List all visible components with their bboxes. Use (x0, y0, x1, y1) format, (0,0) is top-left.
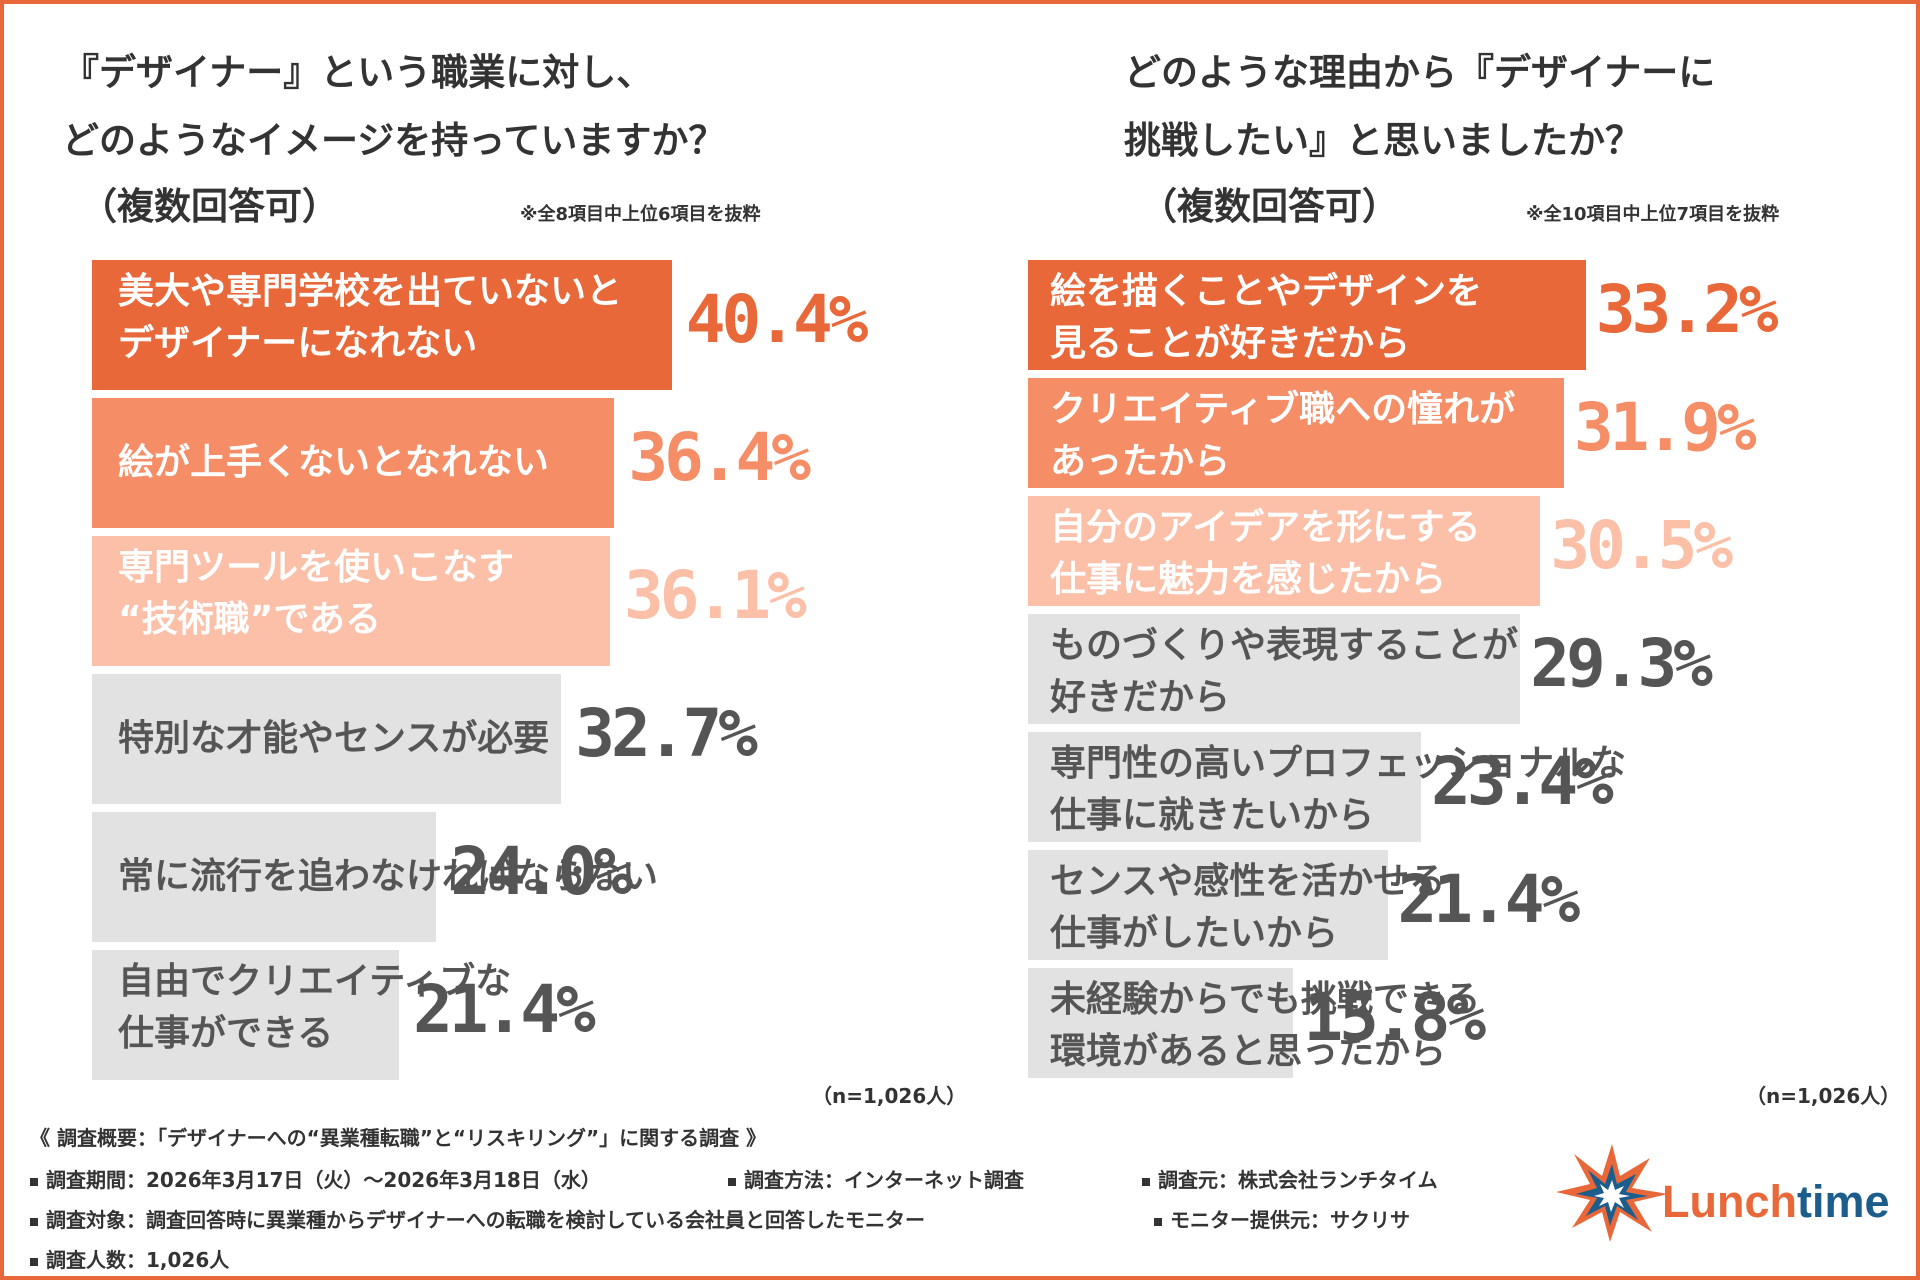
right-title-line-3: （複数回答可） (1140, 185, 1399, 228)
bar-label: ものづくりや表現することが 好きだから (1050, 625, 1519, 719)
bar-value-label: 15.8% (1303, 979, 1486, 1056)
bar-value-label: 24.0% (450, 833, 633, 910)
bar (92, 536, 611, 666)
burst-icon (1556, 1144, 1668, 1242)
survey-target: 調査対象：調査回答時に異業種からデザイナーへの転職を検討している会社員と回答した… (30, 1204, 925, 1233)
survey-period: 調査期間：2026年3月17日（火）～2026年3月18日（水） (30, 1164, 601, 1193)
bullet-icon (30, 1217, 38, 1226)
bar (1028, 496, 1541, 606)
left-title-line-2: どのようなイメージを持っていますか？ (62, 119, 726, 162)
bar-label: 絵を描くことやデザインを 見ることが好きだから (1050, 271, 1483, 365)
right-note: ※全10項目中上位7項目を抜粋 (1526, 204, 1780, 225)
bar-row: 特別な才能やセンスが必要 (92, 674, 972, 804)
bar-label: センスや感性を活かせる 仕事がしたいから (1050, 861, 1446, 955)
right-title-line-2: 挑戦したい』と思いましたか？ (1124, 119, 1642, 162)
bar-row: センスや感性を活かせる 仕事がしたいから (1028, 850, 1908, 960)
survey-source-text: 調査元：株式会社ランチタイム (1158, 1168, 1438, 1192)
right-sample-size: （n=1,026人） (1746, 1084, 1901, 1108)
bar (92, 674, 562, 804)
bar-label: 自由でクリエイティブな 仕事ができる (118, 961, 512, 1055)
bullet-icon (30, 1257, 38, 1266)
bar (1028, 614, 1521, 724)
survey-provider: モニター提供元：サクリサ (1154, 1204, 1410, 1233)
bar (1028, 260, 1586, 370)
bar (92, 260, 672, 390)
bar (1028, 850, 1388, 960)
bar-row: 自由でクリエイティブな 仕事ができる (92, 950, 972, 1080)
survey-method-text: 調査方法：インターネット調査 (744, 1168, 1024, 1192)
bar-label: 常に流行を追わなければならない (118, 856, 659, 897)
bar-value-label: 21.4% (1397, 861, 1581, 938)
survey-count-text: 調査人数：1,026人 (46, 1248, 230, 1272)
bar-label: 特別な才能やセンスが必要 (118, 718, 550, 759)
left-sample-size: （n=1,026人） (812, 1084, 967, 1108)
bar-value-label: 29.3% (1530, 625, 1713, 702)
bar (1028, 968, 1294, 1078)
survey-count: 調査人数：1,026人 (30, 1244, 229, 1273)
bar (92, 950, 400, 1080)
survey-provider-text: モニター提供元：サクリサ (1170, 1208, 1410, 1232)
survey-method: 調査方法：インターネット調査 (728, 1164, 1024, 1193)
bar-value-label: 36.1% (624, 557, 807, 634)
logo-wordmark: Lunchtime (1662, 1176, 1890, 1228)
bullet-icon (30, 1177, 38, 1186)
bar-value-label: 40.4% (685, 281, 869, 358)
bar-row: ものづくりや表現することが 好きだから (1028, 614, 1908, 724)
bar-label: 絵が上手くないとなれない (118, 442, 549, 483)
left-title-line-3: （複数回答可） (80, 185, 339, 228)
bullet-icon (1154, 1217, 1162, 1226)
bar-row: 常に流行を追わなければならない (92, 812, 972, 942)
bar-value-label: 30.5% (1550, 507, 1733, 584)
bar (92, 812, 437, 942)
lunchtime-logo: Lunchtime (1552, 1136, 1902, 1246)
bar-row: 専門性の高いプロフェッショナルな 仕事に就きたいから (1028, 732, 1908, 842)
left-title-line-1: 『デザイナー』という職業に対し、 (62, 51, 654, 94)
bar-label: 専門性の高いプロフェッショナルな 仕事に就きたいから (1050, 743, 1627, 837)
bar-row: 絵が上手くないとなれない (92, 398, 972, 528)
bullet-icon (1142, 1177, 1150, 1186)
logo-text-lunch: Lunch (1662, 1176, 1797, 1227)
bar-label: 自分のアイデアを形にする 仕事に魅力を感じたから (1050, 507, 1481, 601)
right-title-line-1: どのような理由から『デザイナーに (1124, 51, 1716, 94)
bar (92, 398, 615, 528)
survey-source: 調査元：株式会社ランチタイム (1142, 1164, 1438, 1193)
bar (1028, 378, 1564, 488)
bar-value-label: 33.2% (1595, 271, 1779, 348)
logo-text-time: time (1796, 1176, 1890, 1227)
survey-heading: 《 調査概要：「デザイナーへの“異業種転職”と“リスキリング”」に関する調査 》 (30, 1126, 767, 1150)
bar (1028, 732, 1422, 842)
bar-row: クリエイティブ職への憧れが あったから (1028, 378, 1908, 488)
bar-row: 自分のアイデアを形にする 仕事に魅力を感じたから (1028, 496, 1908, 606)
bar-row: 美大や専門学校を出ていないと デザイナーになれない (92, 260, 972, 390)
bar-row: 専門ツールを使いこなす “技術職”である (92, 536, 972, 666)
bar-value-label: 31.9% (1573, 389, 1757, 466)
survey-period-text: 調査期間：2026年3月17日（火）～2026年3月18日（水） (46, 1168, 601, 1192)
bar-row: 未経験からでも挑戦できる 環境があると思ったから (1028, 968, 1908, 1078)
bar-value-label: 36.4% (628, 419, 811, 496)
bar-value-label: 32.7% (575, 695, 758, 772)
bar-row: 絵を描くことやデザインを 見ることが好きだから (1028, 260, 1908, 370)
bar-value-label: 21.4% (413, 971, 596, 1048)
bar-label: クリエイティブ職への憧れが あったから (1050, 389, 1516, 483)
bar-label: 専門ツールを使いこなす “技術職”である (118, 547, 515, 641)
bar-value-label: 23.4% (1431, 743, 1614, 820)
bar-label: 未経験からでも挑戦できる 環境があると思ったから (1050, 979, 1481, 1073)
bullet-icon (728, 1177, 736, 1186)
left-note: ※全8項目中上位6項目を抜粋 (520, 204, 761, 225)
bar-label: 美大や専門学校を出ていないと デザイナーになれない (118, 271, 623, 365)
survey-target-text: 調査対象：調査回答時に異業種からデザイナーへの転職を検討している会社員と回答した… (46, 1208, 925, 1232)
